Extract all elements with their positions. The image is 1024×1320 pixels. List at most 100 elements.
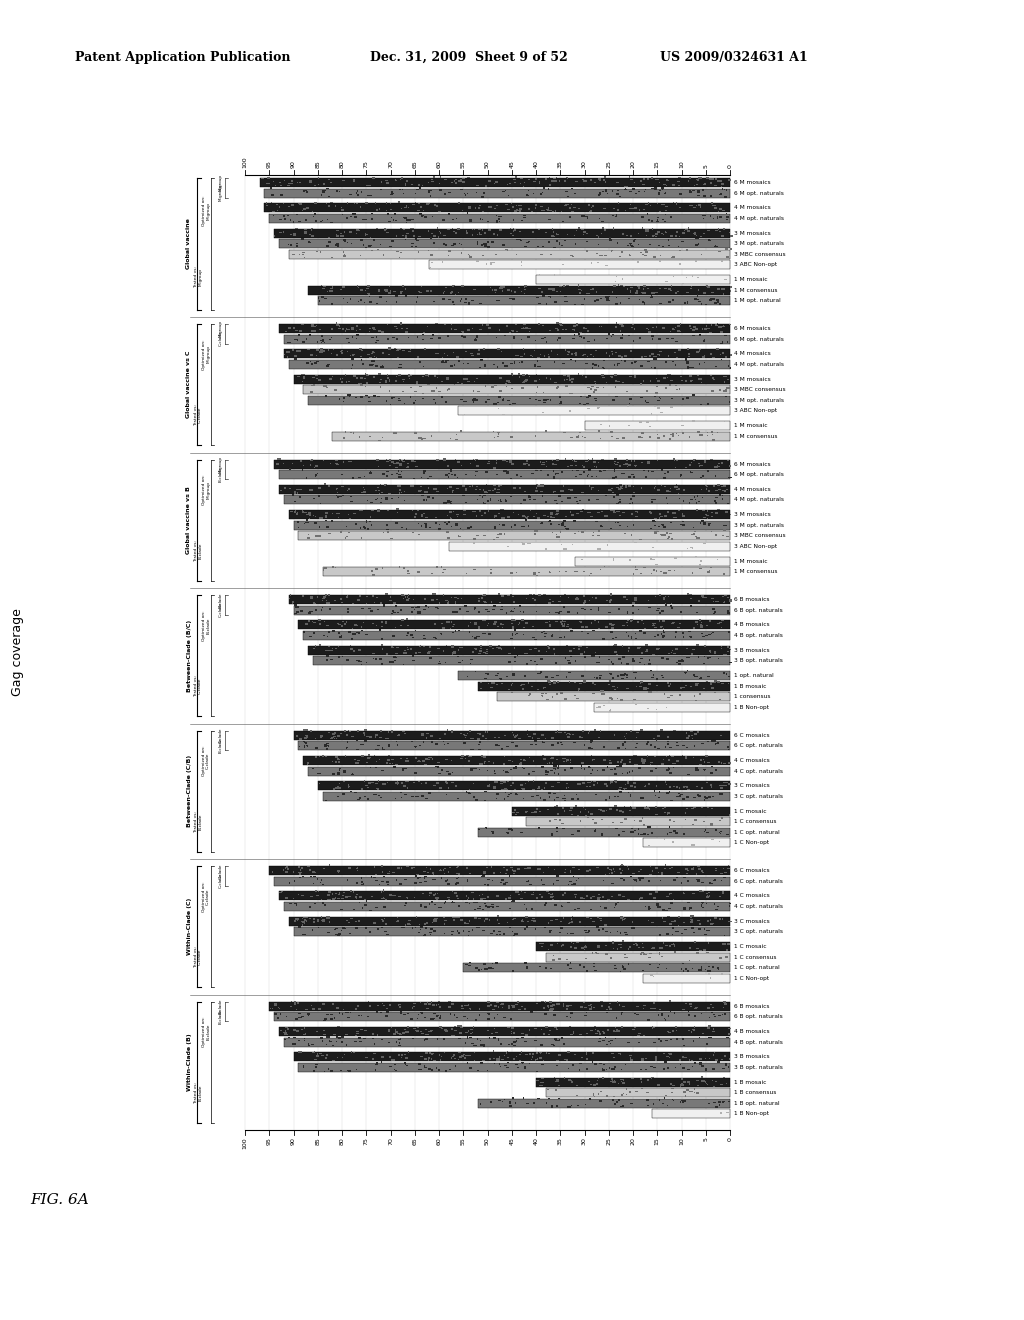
Bar [651,294,652,297]
Bar [603,759,606,760]
Bar [638,191,640,193]
Bar [451,597,453,598]
Bar [507,209,510,210]
Bar [637,620,639,623]
Text: 4 M opt. naturals: 4 M opt. naturals [734,362,784,367]
Bar [399,1006,401,1007]
Bar [641,1081,642,1082]
Bar [417,335,418,338]
Bar [570,962,571,964]
Bar [713,1007,714,1008]
Bar [383,1005,385,1006]
Text: Global vaccine vs C: Global vaccine vs C [186,351,191,418]
Bar [336,235,339,238]
Bar [581,531,584,533]
Bar [425,527,427,528]
Bar [609,762,612,764]
Bar [723,376,727,378]
Bar [396,744,398,746]
Bar [332,1044,334,1047]
Bar [480,218,481,220]
Text: 100: 100 [243,156,248,168]
Bar [682,432,684,434]
Bar [695,244,698,246]
Bar [567,611,570,612]
Bar [643,974,730,983]
Text: 1 C consensus: 1 C consensus [734,954,776,960]
Bar [614,644,616,647]
Bar [319,1038,323,1039]
Bar [678,185,680,186]
Text: 1 M opt. natural: 1 M opt. natural [734,298,780,304]
Bar [290,244,293,247]
Bar [360,289,364,290]
Bar [486,648,487,651]
Bar [586,870,589,871]
Bar [471,891,474,892]
Bar [638,767,641,768]
Bar [711,178,714,180]
Bar [513,230,514,232]
Bar [468,624,469,627]
Bar [710,772,713,774]
Bar [395,783,398,784]
Bar [437,1069,439,1071]
Bar [432,879,436,880]
Bar [664,909,666,911]
Bar [354,896,356,898]
Bar [478,627,480,628]
Bar [657,873,659,874]
Bar [433,488,435,490]
Bar [509,828,512,830]
Bar [344,730,346,733]
Text: 4 M mosaics: 4 M mosaics [734,351,771,356]
Bar [548,296,550,297]
Bar [602,1032,605,1034]
Bar [613,651,616,653]
Bar [294,730,730,739]
Bar [297,521,299,523]
Bar [266,202,267,205]
Bar [662,187,664,189]
Bar [553,766,557,767]
Bar [437,1038,438,1040]
Bar [514,290,516,293]
Bar [586,647,589,648]
Bar [602,180,605,181]
Bar [523,675,526,677]
Text: 3 M opt. naturals: 3 M opt. naturals [734,397,784,403]
Bar [601,833,603,836]
Bar [362,883,365,884]
Bar [621,337,623,339]
Bar [556,536,559,539]
Bar [459,1056,461,1057]
Bar [679,660,681,663]
Bar [594,301,596,302]
Bar [387,884,389,886]
Bar [281,194,284,195]
Bar [643,285,646,288]
Bar [588,733,590,734]
Bar [458,932,461,935]
Bar [645,743,648,744]
Bar [655,739,656,742]
Bar [571,921,573,923]
Bar [667,1056,669,1057]
Bar [400,290,403,292]
Bar [264,203,730,213]
Text: B-clade: B-clade [219,1008,223,1024]
Text: 80: 80 [340,1137,344,1144]
Bar [331,202,333,203]
Bar [502,290,504,292]
Bar [513,1032,515,1035]
Bar [555,210,556,211]
Bar [708,970,711,972]
Bar [611,698,613,700]
Bar [513,487,516,490]
Bar [328,631,330,634]
Bar [672,841,674,843]
Bar [587,355,589,358]
Bar [698,869,701,870]
Bar [293,871,294,874]
Bar [444,1030,445,1031]
